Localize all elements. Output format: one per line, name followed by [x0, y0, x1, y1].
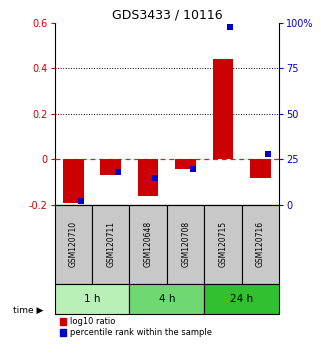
Title: GDS3433 / 10116: GDS3433 / 10116 — [112, 9, 222, 22]
Text: GSM120716: GSM120716 — [256, 221, 265, 267]
Bar — [204, 205, 242, 284]
Text: GSM120710: GSM120710 — [69, 221, 78, 267]
Bar — [242, 205, 279, 284]
Text: GSM120648: GSM120648 — [144, 221, 153, 267]
Bar — [250, 159, 271, 178]
Text: GSM120711: GSM120711 — [106, 221, 115, 267]
Bar — [138, 159, 159, 196]
Text: 24 h: 24 h — [230, 294, 253, 304]
Bar — [129, 205, 167, 284]
Bar — [213, 59, 233, 159]
Bar — [175, 159, 196, 169]
Bar — [92, 205, 129, 284]
Text: GSM120708: GSM120708 — [181, 221, 190, 267]
Bar — [129, 284, 204, 314]
Bar — [55, 284, 129, 314]
Text: GSM120715: GSM120715 — [219, 221, 228, 267]
Text: 4 h: 4 h — [159, 294, 175, 304]
Bar — [167, 205, 204, 284]
Bar — [55, 205, 92, 284]
Text: time ▶: time ▶ — [13, 306, 43, 315]
Bar — [100, 159, 121, 175]
Legend: log10 ratio, percentile rank within the sample: log10 ratio, percentile rank within the … — [59, 316, 213, 338]
Text: 1 h: 1 h — [84, 294, 100, 304]
Bar — [63, 159, 83, 202]
Bar — [204, 284, 279, 314]
